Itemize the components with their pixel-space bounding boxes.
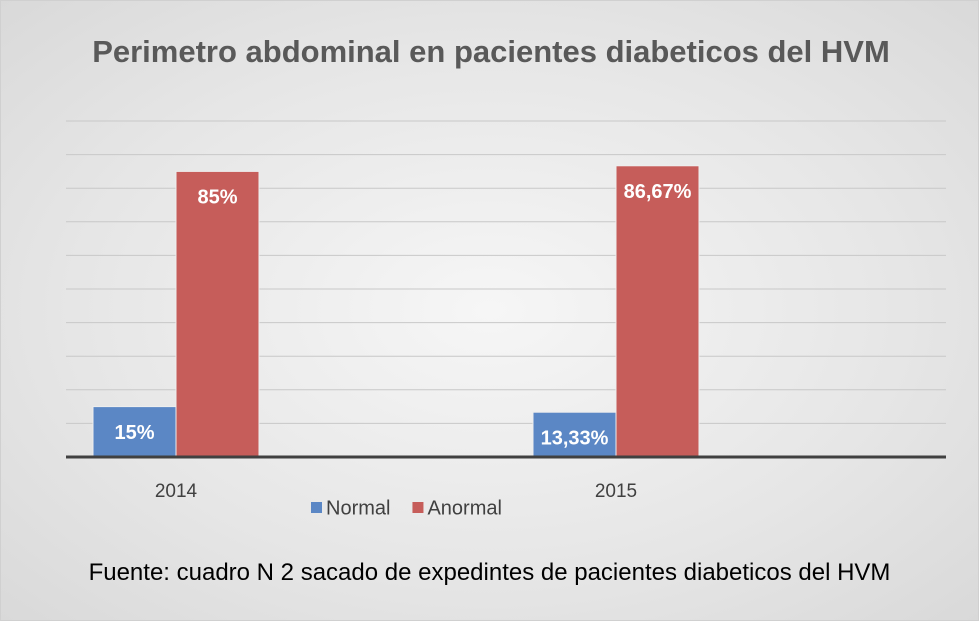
- data-label: 13,33%: [541, 427, 609, 449]
- source-note: Fuente: cuadro N 2 sacado de expedintes …: [88, 559, 891, 586]
- legend-swatch: [311, 502, 322, 513]
- legend-swatch: [412, 502, 424, 513]
- legend-label: Anormal: [427, 497, 501, 519]
- bar: [175, 170, 260, 458]
- data-label: 85%: [197, 187, 237, 209]
- data-label: 15%: [114, 422, 154, 444]
- data-label: 86,67%: [624, 181, 692, 203]
- chart-title: Perimetro abdominal en pacientes diabeti…: [92, 34, 890, 69]
- x-tick-label: 2015: [595, 481, 637, 502]
- bar: [615, 165, 700, 458]
- legend-label: Normal: [326, 497, 390, 519]
- x-tick-label: 2014: [155, 481, 198, 502]
